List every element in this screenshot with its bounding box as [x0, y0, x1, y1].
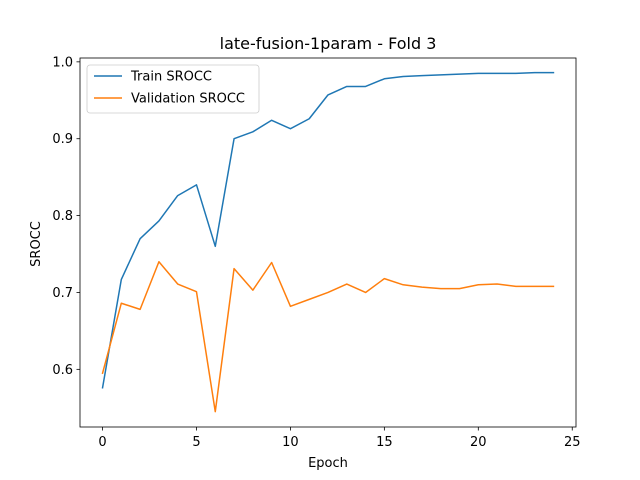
x-tick-label: 5 [192, 435, 200, 450]
legend: Train SROCC Validation SROCC [86, 64, 260, 114]
y-tick-label: 0.7 [52, 286, 73, 301]
series-line-1 [101, 260, 555, 413]
x-tick-label: 20 [470, 435, 487, 450]
x-tick-label: 15 [376, 435, 393, 450]
legend-label-0: Train SROCC [130, 70, 212, 85]
y-tick-label: 1.0 [52, 55, 73, 70]
x-tick-label: 25 [564, 435, 581, 450]
x-tick-label: 0 [98, 435, 106, 450]
plot-area: 0 5 10 15 20 25 0.6 0.7 0.8 0.9 1.0 [52, 55, 580, 450]
legend-box [86, 64, 260, 114]
x-tick-label: 10 [282, 435, 299, 450]
x-axis-label: Epoch [308, 456, 348, 471]
axes-frame [79, 57, 577, 428]
y-axis-label: SROCC [29, 221, 44, 267]
chart-title: late-fusion-1param - Fold 3 [220, 34, 437, 53]
y-tick-label: 0.9 [52, 132, 73, 147]
legend-label-1: Validation SROCC [131, 92, 245, 107]
y-tick-label: 0.6 [52, 363, 73, 378]
series-line-0 [101, 71, 555, 389]
y-tick-label: 0.8 [52, 209, 73, 224]
